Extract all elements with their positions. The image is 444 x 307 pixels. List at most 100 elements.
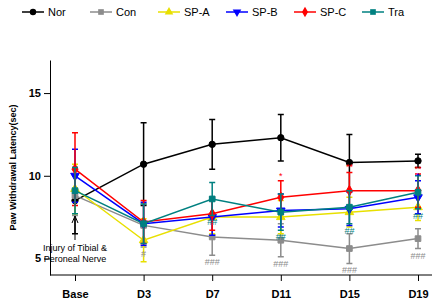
y-tick-label: 10 bbox=[29, 170, 41, 182]
series bbox=[72, 176, 421, 264]
series-line bbox=[75, 189, 418, 240]
legend-marker bbox=[165, 7, 174, 14]
point bbox=[278, 135, 284, 141]
y-tick: 10 bbox=[29, 170, 50, 182]
x-tick: D7 bbox=[206, 275, 220, 300]
error-bar bbox=[141, 201, 147, 244]
y-axis-title: Paw Withdrawal Latency(sec) bbox=[8, 105, 18, 231]
point bbox=[347, 246, 353, 252]
annotation: Peroneal Nerve bbox=[44, 254, 107, 264]
error-bar bbox=[141, 204, 147, 244]
series bbox=[72, 168, 421, 244]
point bbox=[209, 196, 215, 202]
significance-mark: ## bbox=[413, 211, 423, 221]
error-bar bbox=[209, 182, 215, 215]
x-tick-mark bbox=[349, 275, 350, 281]
annotation: Injury of Tibial & bbox=[43, 243, 107, 253]
series bbox=[72, 115, 421, 234]
error-bar bbox=[346, 234, 352, 264]
series-line bbox=[75, 169, 418, 222]
y-tick-mark bbox=[44, 176, 50, 177]
legend-label: Con bbox=[116, 6, 136, 18]
y-tick-mark bbox=[44, 93, 50, 94]
plot-area bbox=[71, 115, 423, 264]
significance-mark: # bbox=[141, 249, 146, 259]
point bbox=[141, 221, 147, 227]
significance-mark: ## bbox=[207, 217, 217, 227]
significance-mark: ** bbox=[346, 162, 354, 172]
x-tick: D15 bbox=[340, 275, 360, 300]
point bbox=[278, 209, 284, 215]
x-tick: D3 bbox=[137, 275, 151, 300]
legend-item: SP-B bbox=[226, 6, 278, 18]
x-tick-label: D15 bbox=[340, 288, 360, 300]
x-tick-mark bbox=[75, 275, 76, 281]
error-bar bbox=[141, 123, 147, 206]
x-tick-mark bbox=[212, 275, 213, 281]
series bbox=[71, 164, 423, 262]
error-bar bbox=[278, 194, 284, 230]
point bbox=[72, 188, 78, 194]
legend-marker bbox=[302, 7, 308, 18]
significance-mark: ### bbox=[342, 265, 357, 275]
legend-marker bbox=[98, 9, 104, 15]
x-axis: Base D3 D7 D11 D15 D19 bbox=[50, 275, 432, 300]
legend-label: SP-A bbox=[184, 6, 210, 18]
x-tick-mark bbox=[144, 275, 145, 281]
point bbox=[347, 204, 353, 210]
x-tick-mark bbox=[418, 275, 419, 281]
legend-item: SP-C bbox=[294, 6, 346, 18]
x-axis-line bbox=[50, 275, 432, 276]
legend-marker bbox=[30, 9, 36, 15]
legend-item: SP-A bbox=[158, 6, 210, 18]
error-bar bbox=[346, 191, 352, 224]
legend-label: SP-C bbox=[320, 6, 346, 18]
legend-item: Tra bbox=[362, 6, 405, 18]
error-bar bbox=[278, 115, 284, 161]
x-tick-label: D7 bbox=[206, 288, 220, 300]
significance-mark: ### bbox=[273, 259, 288, 269]
x-tick-label: Base bbox=[62, 288, 88, 300]
legend-marker bbox=[233, 10, 242, 17]
error-bar bbox=[72, 164, 78, 214]
legend-label: SP-B bbox=[252, 6, 278, 18]
legend-item: Nor bbox=[22, 6, 66, 18]
error-bar bbox=[209, 120, 215, 170]
significance-mark: ## bbox=[276, 232, 286, 242]
legend: Nor Con SP-A SP-B SP-C Tra bbox=[22, 6, 405, 18]
x-tick-mark bbox=[281, 275, 282, 281]
legend-item: Con bbox=[90, 6, 136, 18]
y-tick-label: 15 bbox=[29, 87, 41, 99]
point bbox=[415, 236, 421, 242]
x-tick: Base bbox=[62, 275, 88, 300]
x-tick-label: D19 bbox=[408, 288, 428, 300]
error-bar bbox=[141, 202, 147, 245]
significance-mark: ** bbox=[414, 164, 422, 174]
annotation-arrow bbox=[72, 216, 78, 240]
y-tick: 15 bbox=[29, 87, 50, 99]
legend-marker bbox=[370, 9, 376, 15]
x-tick: D19 bbox=[408, 275, 428, 300]
series bbox=[72, 133, 421, 244]
point bbox=[140, 161, 146, 167]
series bbox=[71, 149, 423, 245]
significance-mark: * bbox=[279, 171, 283, 181]
series-line bbox=[75, 176, 418, 224]
significance: #############******######## bbox=[141, 162, 425, 275]
significance-mark: ### bbox=[410, 251, 425, 261]
y-tick-label: 5 bbox=[35, 252, 41, 264]
x-tick-label: D3 bbox=[137, 288, 151, 300]
significance-mark: ### bbox=[205, 257, 220, 267]
point bbox=[415, 189, 421, 195]
legend-label: Tra bbox=[388, 6, 405, 18]
significance-mark: ## bbox=[344, 226, 354, 236]
series-line bbox=[75, 191, 418, 224]
x-tick-label: D11 bbox=[272, 288, 292, 300]
point bbox=[277, 208, 286, 215]
x-tick: D11 bbox=[272, 275, 292, 300]
error-bar bbox=[72, 168, 78, 214]
chart: 5 10 15 Base D3 D7 D11 D15 D19 Paw Withdrawal Lat… bbox=[0, 0, 444, 307]
point bbox=[415, 158, 421, 164]
error-bar bbox=[415, 229, 421, 249]
point bbox=[209, 141, 215, 147]
